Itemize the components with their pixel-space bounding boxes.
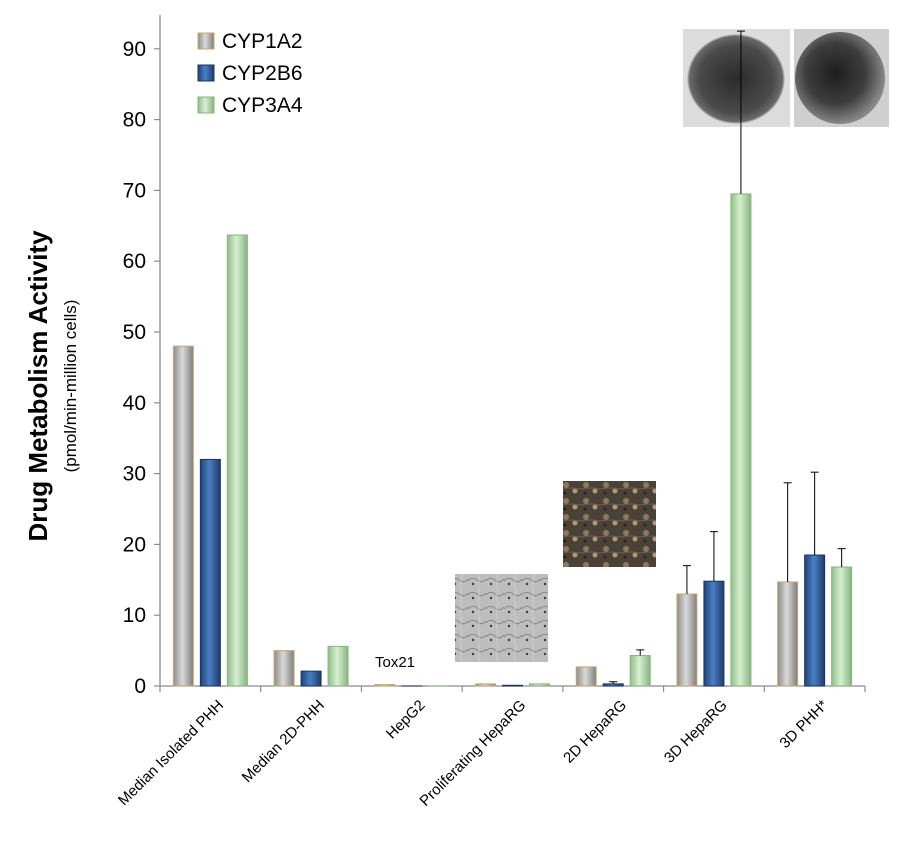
y-tick-label: 70 (123, 179, 146, 202)
legend-label-cyp3a4: CYP3A4 (222, 94, 303, 117)
x-tick-label: Median 2D-PHH (239, 697, 328, 786)
bar-cyp2b6 (199, 458, 221, 687)
y-axis-subtitle: (pmol/min-million cells) (61, 300, 80, 473)
y-tick-label: 60 (123, 250, 146, 273)
x-tick-label: 3D PHH* (776, 697, 831, 752)
legend-swatch-cyp1a2 (197, 32, 215, 50)
legend: CYP1A2 CYP2B6 CYP3A4 (197, 30, 303, 117)
micrograph-proliferating-heparg (455, 574, 548, 662)
x-tick-label: 3D HepaRG (661, 697, 731, 767)
y-tick-label: 50 (123, 321, 146, 344)
legend-label-cyp2b6: CYP2B6 (222, 62, 303, 85)
bar-cyp1a2 (575, 666, 597, 687)
bar-cyp2b6 (602, 683, 624, 687)
bar-cyp3a4 (327, 645, 349, 687)
micrograph-2d-heparg (563, 481, 656, 567)
x-ticks: Median Isolated PHH Median 2D-PHH HepG2Pro… (115, 686, 866, 810)
bar-cyp2b6 (300, 670, 322, 687)
y-tick-label: 80 (123, 109, 146, 132)
bar-cyp1a2 (172, 345, 194, 687)
legend-swatch-cyp3a4 (197, 96, 215, 114)
y-axis-title: Drug Metabolism Activity (23, 230, 53, 542)
y-tick-label: 40 (123, 392, 146, 415)
x-tick-label: HepG2 (383, 697, 429, 743)
micrograph-3d-phh-spheroid (794, 29, 889, 127)
bar-cyp3a4 (529, 683, 550, 687)
bar-cyp3a4 (226, 234, 248, 687)
y-tick-label: 90 (123, 38, 146, 61)
bar-cyp1a2 (676, 593, 698, 687)
bar-cyp1a2 (374, 684, 396, 687)
bar-cyp3a4 (831, 566, 853, 687)
bar-cyp2b6 (502, 684, 523, 687)
bar-cyp1a2 (777, 581, 799, 687)
y-tick-label: 10 (123, 604, 146, 627)
bar-cyp1a2 (273, 650, 295, 687)
y-tick-label: 30 (123, 463, 146, 486)
bar-cyp2b6 (703, 580, 725, 687)
bar-cyp2b6 (804, 554, 826, 687)
bar-cyp3a4 (629, 655, 651, 687)
x-tick-label: 2D HepaRG (560, 697, 630, 767)
y-ticks: 0 10 20 30 40 50 60 70 80 90 (123, 38, 160, 698)
bar-cyp3a4 (730, 193, 752, 687)
x-tick-label: Proliferating HepaRG (416, 697, 529, 810)
micrograph-3d-heparg-spheroid (683, 29, 790, 127)
bar-cyp1a2 (475, 683, 496, 687)
legend-label-cyp1a2: CYP1A2 (222, 30, 303, 53)
x-tick-label: Median Isolated PHH (115, 697, 227, 809)
legend-swatch-cyp2b6 (197, 64, 215, 82)
annotation-tox21: Tox21 (375, 654, 415, 671)
y-tick-label: 0 (134, 675, 146, 698)
y-tick-label: 20 (123, 533, 146, 556)
error-bars (609, 30, 846, 684)
